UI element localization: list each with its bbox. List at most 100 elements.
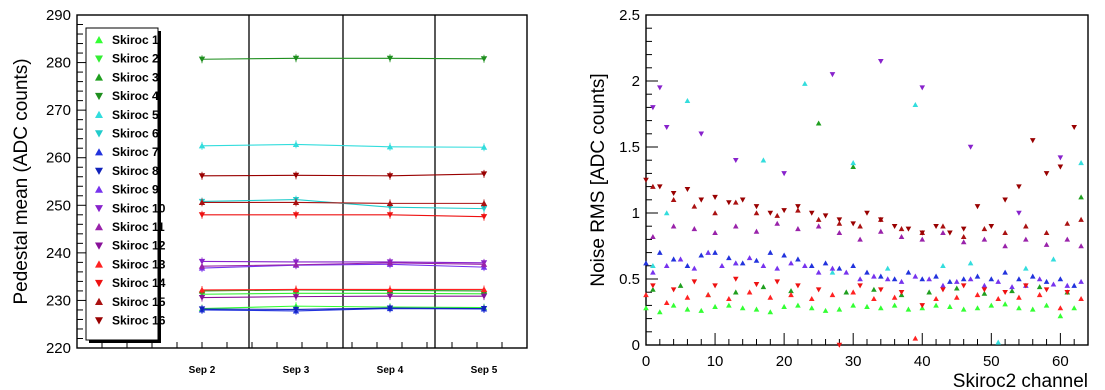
- legend-label: Skiroc 1: [112, 33, 159, 47]
- data-point: [198, 258, 206, 265]
- scatter-point: [1043, 241, 1050, 247]
- scatter-point: [836, 220, 843, 226]
- scatter-point: [781, 252, 787, 258]
- scatter-point: [657, 85, 663, 91]
- scatter-point: [650, 283, 656, 289]
- scatter-point: [1002, 269, 1008, 275]
- data-point: [386, 204, 394, 211]
- legend-label: Skiroc 5: [112, 108, 159, 122]
- legend-marker: [95, 167, 103, 175]
- scatter-point: [691, 203, 698, 209]
- series-line: [201, 143, 485, 148]
- scatter-point: [746, 255, 753, 261]
- scatter-point: [643, 177, 649, 183]
- data-point: [198, 142, 206, 149]
- data-point: [292, 55, 300, 62]
- scatter-point: [739, 260, 746, 266]
- scatter-point: [670, 190, 677, 196]
- legend-marker: [95, 205, 103, 213]
- series-8: [198, 304, 488, 314]
- data-point: [480, 293, 488, 300]
- scatter-point: [719, 263, 725, 269]
- scatter-point: [857, 236, 863, 242]
- x-tick-label: 40: [914, 353, 931, 370]
- scatter-point: [1009, 284, 1015, 290]
- scatter-point: [981, 226, 988, 232]
- scatter-point: [919, 230, 926, 236]
- scatter-point: [684, 263, 691, 269]
- scatter-point: [960, 233, 967, 239]
- data-point: [386, 173, 394, 179]
- scatter-point: [898, 278, 905, 284]
- scatter-point: [657, 184, 663, 190]
- scatter-point: [878, 287, 884, 293]
- legend: Skiroc 1 Skiroc 2 Skiroc 3 Skiroc 4 Skiroc 5…: [85, 27, 166, 343]
- legend-label: Skiroc 2: [112, 52, 159, 66]
- scatter-point: [967, 260, 974, 266]
- scatter-point: [767, 249, 774, 255]
- scatter-point: [691, 265, 698, 271]
- y-tick-label: 1: [632, 205, 640, 222]
- scatter-point: [995, 278, 1002, 284]
- y-tick-label: 0: [632, 337, 640, 354]
- scatter-point: [940, 230, 946, 236]
- scatter-point: [1002, 197, 1008, 203]
- scatter-point: [1078, 278, 1084, 284]
- x-tick-label: 50: [983, 353, 1000, 370]
- scatter-point: [670, 287, 677, 293]
- scatter-point: [884, 276, 891, 282]
- data-point: [480, 144, 488, 150]
- scatter-point: [643, 260, 649, 266]
- data-point: [386, 212, 394, 218]
- x-tick-label: 60: [1052, 353, 1069, 370]
- scatter-point: [981, 282, 988, 288]
- x-tick-label: 30: [845, 353, 862, 370]
- scatter-point: [1029, 138, 1036, 144]
- scatter-point: [947, 278, 953, 284]
- scatter-point: [815, 120, 822, 126]
- scatter-point: [643, 305, 649, 311]
- scatter-point: [960, 283, 967, 289]
- scatter-point: [753, 228, 760, 234]
- scatter-point: [1002, 289, 1008, 295]
- scatter-point: [712, 283, 718, 289]
- scatter-point: [698, 307, 705, 313]
- scatter-point: [898, 226, 905, 232]
- y-tick-label: 280: [46, 55, 71, 72]
- scatter-point: [774, 265, 781, 271]
- scatter-point: [760, 284, 767, 290]
- legend-marker: [95, 148, 103, 156]
- scatter-point: [933, 223, 939, 229]
- scatter-point: [795, 226, 801, 232]
- series-5: [198, 140, 488, 152]
- scatter-point: [698, 197, 705, 203]
- x-axis-label: Skiroc2 channel: [953, 371, 1088, 390]
- data-point: [198, 262, 206, 269]
- scatter-point: [1016, 184, 1022, 190]
- series-7: [650, 220, 1084, 249]
- scatter-point: [933, 296, 939, 302]
- x-tick-label: 20: [776, 353, 793, 370]
- scatter-point: [988, 223, 995, 229]
- scatter-point: [670, 197, 677, 203]
- scatter-point: [726, 296, 732, 302]
- scatter-point: [663, 124, 670, 130]
- scatter-point: [1043, 171, 1050, 177]
- scatter-point: [650, 105, 656, 111]
- scatter-point: [815, 223, 822, 229]
- scatter-point: [891, 276, 898, 282]
- scatter-point: [843, 289, 850, 295]
- legend-marker: [95, 55, 103, 63]
- scatter-point: [753, 257, 760, 263]
- data-point: [386, 259, 394, 266]
- scatter-point: [712, 194, 718, 200]
- scatter-point: [829, 265, 836, 271]
- scatter-point: [732, 276, 739, 282]
- scatter-point: [684, 294, 691, 300]
- scatter-point: [1002, 301, 1008, 307]
- scatter-point: [926, 289, 932, 295]
- scatter-point: [919, 276, 926, 282]
- legend-label: Skiroc 11: [112, 220, 165, 234]
- legend-label: Skiroc 6: [112, 127, 159, 141]
- scatter-point: [864, 210, 870, 216]
